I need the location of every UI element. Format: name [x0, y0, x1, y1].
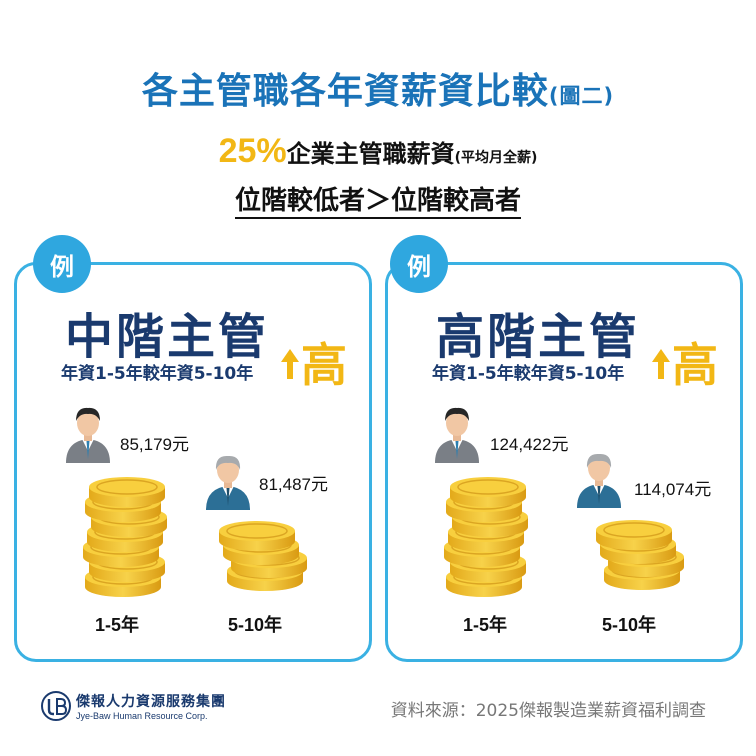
subtitle: 25%企業主管職薪資(平均月全薪) — [0, 132, 756, 171]
person-gray-hair-icon — [206, 455, 250, 510]
salary-junior: 124,422元 — [490, 435, 569, 454]
year-label-senior: 5-10年 — [228, 615, 283, 635]
salary-junior: 85,179元 — [120, 435, 189, 454]
company-logo-icon — [41, 691, 71, 721]
subtitle-note: (平均月全薪) — [454, 150, 538, 166]
card-senior-manager: 高階主管 年資1-5年較年資5-10年 高 124,422元 114,074元 … — [385, 262, 743, 662]
coin-stack-icon — [595, 520, 685, 590]
data-source: 資料來源：2025傑報製造業薪資福利調查 — [390, 701, 706, 721]
emphasis-high: 高 — [672, 338, 718, 392]
person-dark-suit-icon — [66, 407, 110, 463]
example-badge: 例 — [390, 235, 448, 293]
company-logo: 傑報人力資源服務集團 Jye-Baw Human Resource Corp. — [40, 690, 226, 722]
title-main: 各主管職各年資薪資比較 — [141, 71, 549, 112]
salary-senior: 81,487元 — [259, 475, 328, 494]
subtitle-main: 企業主管職薪資 — [286, 140, 455, 168]
comparison-text: 位階較低者＞位階較高者 — [234, 186, 521, 219]
card-title: 中階主管 — [65, 309, 270, 365]
logo-name: 傑報人力資源服務集團 — [76, 694, 226, 710]
up-arrow-icon — [652, 349, 670, 379]
title-note: (圖二) — [548, 84, 615, 108]
coin-stack-icon — [82, 477, 168, 597]
year-label-junior: 1-5年 — [463, 615, 508, 635]
person-dark-suit-icon — [435, 407, 479, 463]
example-badge: 例 — [33, 235, 91, 293]
year-label-senior: 5-10年 — [602, 615, 657, 635]
card-mid-manager: 中階主管 年資1-5年較年資5-10年 高 85,179元 1-5年 5-10年 — [14, 262, 372, 662]
salary-senior: 114,074元 — [634, 480, 712, 499]
comparison-statement: 位階較低者＞位階較高者 — [0, 180, 756, 219]
person-gray-hair-icon — [577, 453, 621, 508]
page-title: 各主管職各年資薪資比較(圖二) — [0, 62, 756, 114]
emphasis-high: 高 — [301, 338, 347, 392]
coin-stack-icon — [443, 477, 529, 597]
card-description: 年資1-5年較年資5-10年 — [61, 364, 254, 384]
up-arrow-icon — [281, 349, 299, 379]
card-description: 年資1-5年較年資5-10年 — [432, 364, 625, 384]
coin-stack-icon — [218, 521, 308, 591]
year-label-junior: 1-5年 — [95, 615, 140, 635]
card-title: 高階主管 — [436, 309, 641, 365]
logo-english-name: Jye-Baw Human Resource Corp. — [76, 711, 208, 721]
subtitle-percent: 25% — [218, 132, 287, 170]
